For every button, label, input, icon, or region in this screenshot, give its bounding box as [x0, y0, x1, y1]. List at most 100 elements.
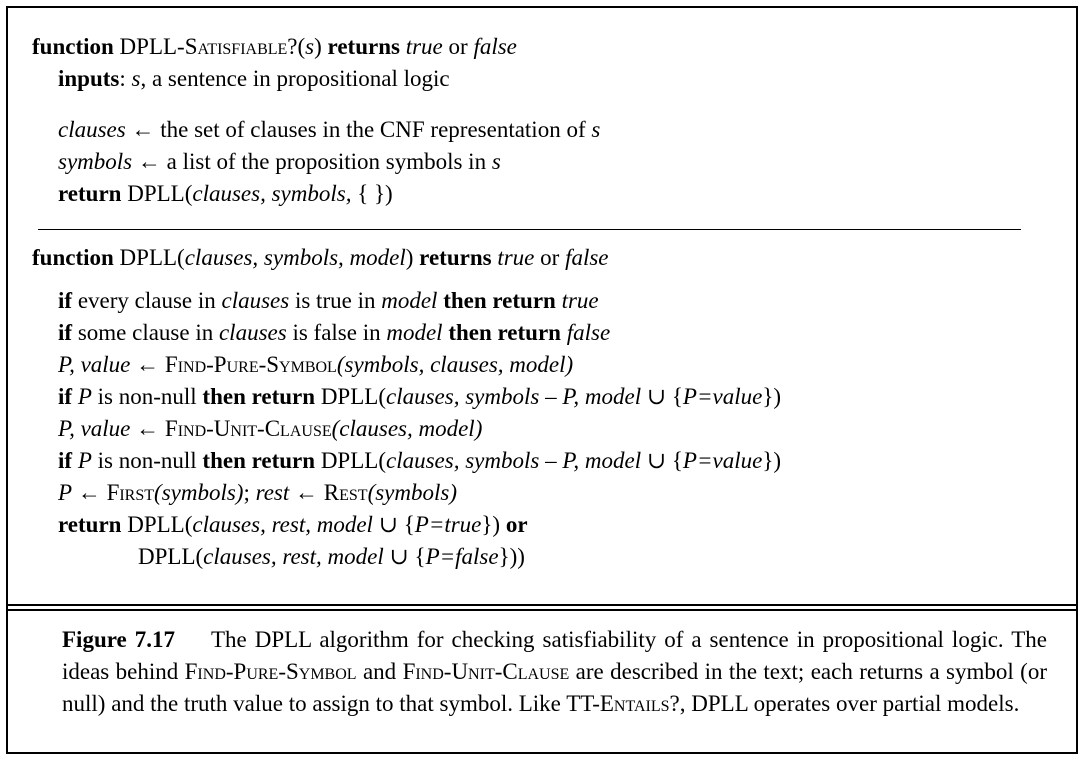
args: P, model	[562, 448, 642, 473]
op: –	[539, 384, 563, 409]
keyword: function	[32, 245, 114, 270]
args: (clauses, model)	[331, 416, 483, 441]
algo2-line-5: if P is non-null then return DPLL(clause…	[58, 385, 781, 408]
keyword: returns	[327, 34, 400, 59]
text: is false in	[286, 320, 387, 345]
caption-text: ?, DPLL operates over partial models.	[669, 691, 1020, 716]
keyword: then return	[202, 448, 316, 473]
caption-divider-top	[8, 604, 1076, 606]
algo1-line-4: symbols ← a list of the proposition symb…	[58, 150, 501, 173]
fn-name-sc: Satisfiable	[184, 34, 288, 59]
var: P	[77, 384, 92, 409]
caption-fn: Find-Unit-Clause	[402, 659, 570, 684]
text: DPLL(	[138, 544, 204, 569]
text: is true in	[289, 288, 382, 313]
var: model	[381, 288, 438, 313]
fn-name: Find-Pure-Symbol	[164, 352, 337, 377]
text: DPLL(	[121, 512, 193, 537]
algo2-line-9: return DPLL(clauses, rest, model ∪ {P=tr…	[58, 513, 528, 536]
caption-text: The DPLL algorithm for checking satisfia…	[62, 627, 1047, 684]
text: is non-null	[91, 384, 203, 409]
arrow: ←	[132, 149, 167, 174]
caption-text: are described in the text; each returns …	[62, 659, 1047, 716]
args: clauses, symbols	[385, 448, 540, 473]
text: DPLL(	[121, 181, 193, 206]
arrow: ←	[130, 352, 165, 377]
assign: P=value	[682, 384, 763, 409]
algo1-line-3: clauses ← the set of clauses in the CNF …	[58, 118, 600, 141]
op: ∪ {	[641, 448, 683, 473]
punct: ;	[243, 480, 256, 505]
assign: P=true	[414, 512, 482, 537]
text: , a sentence in propositional logic	[140, 66, 450, 91]
text: DPLL(	[315, 448, 386, 473]
args: clauses, rest, model	[203, 544, 384, 569]
punct: ?(	[287, 34, 306, 59]
var: P	[58, 480, 73, 505]
algo2-line-4: P, value ← Find-Pure-Symbol(symbols, cla…	[58, 353, 573, 376]
keyword: function	[32, 34, 114, 59]
keyword: then return	[443, 288, 556, 313]
args: (symbols)	[367, 480, 457, 505]
value: false	[565, 245, 609, 270]
assign: P=false	[425, 544, 499, 569]
algo1-line-5: return DPLL(clauses, symbols, { })	[58, 182, 393, 205]
assign: P=value	[682, 448, 763, 473]
algo2-line-10: DPLL(clauses, rest, model ∪ {P=false}))	[138, 545, 525, 568]
keyword: returns	[419, 245, 492, 270]
args: clauses, rest, model	[192, 512, 373, 537]
punct: }))	[498, 544, 525, 569]
algo2-line-7: if P is non-null then return DPLL(clause…	[58, 449, 781, 472]
var: P, value	[58, 416, 131, 441]
keyword: if	[58, 288, 73, 313]
caption-fn: Find-Pure-Symbol	[184, 659, 357, 684]
fn-name: Rest	[323, 480, 368, 505]
value: true	[405, 34, 443, 59]
keyword: then return	[202, 384, 316, 409]
op: ∪ {	[641, 384, 683, 409]
text: is non-null	[91, 448, 203, 473]
punct: })	[481, 512, 501, 537]
figure-frame: function DPLL-Satisfiable?(s) returns tr…	[6, 6, 1078, 754]
caption-divider-bottom	[8, 609, 1076, 611]
var: s	[131, 66, 141, 91]
arrow: ←	[72, 480, 107, 505]
value: false	[566, 320, 611, 345]
caption-text: and	[356, 659, 403, 684]
punct: { })	[351, 181, 393, 206]
text: every clause in	[72, 288, 222, 313]
text: DPLL(	[113, 245, 185, 270]
fn-name: Find-Unit-Clause	[164, 416, 332, 441]
var: clauses	[218, 320, 287, 345]
fn-name: DPLL-	[119, 34, 185, 59]
keyword: or	[500, 512, 528, 537]
figure-label: Figure 7.17	[62, 627, 175, 652]
text: DPLL(	[315, 384, 386, 409]
args: clauses, symbols,	[192, 181, 352, 206]
keyword: if	[58, 448, 73, 473]
arg: s	[305, 34, 315, 59]
args: (symbols, clauses, model)	[336, 352, 574, 377]
keyword: if	[58, 384, 73, 409]
op: –	[539, 448, 563, 473]
arrow: ←	[289, 480, 324, 505]
punct: )	[314, 34, 322, 59]
var: s	[591, 117, 601, 142]
text: the set of clauses in the CNF representa…	[160, 117, 592, 142]
punct: })	[762, 448, 782, 473]
value: false	[473, 34, 517, 59]
args: clauses, symbols	[385, 384, 540, 409]
caption-fn: Entails	[599, 691, 670, 716]
punct: )	[405, 245, 414, 270]
keyword: return	[58, 512, 122, 537]
var: model	[386, 320, 443, 345]
var: P, value	[58, 352, 131, 377]
punct: :	[119, 66, 132, 91]
op: ∪ {	[383, 544, 426, 569]
args: (symbols)	[154, 480, 244, 505]
separator-line	[38, 229, 1021, 230]
text: a list of the proposition symbols in	[166, 149, 492, 174]
algo1-line-2: inputs: s, a sentence in propositional l…	[58, 67, 450, 90]
text: or	[540, 245, 560, 270]
keyword: then return	[448, 320, 561, 345]
